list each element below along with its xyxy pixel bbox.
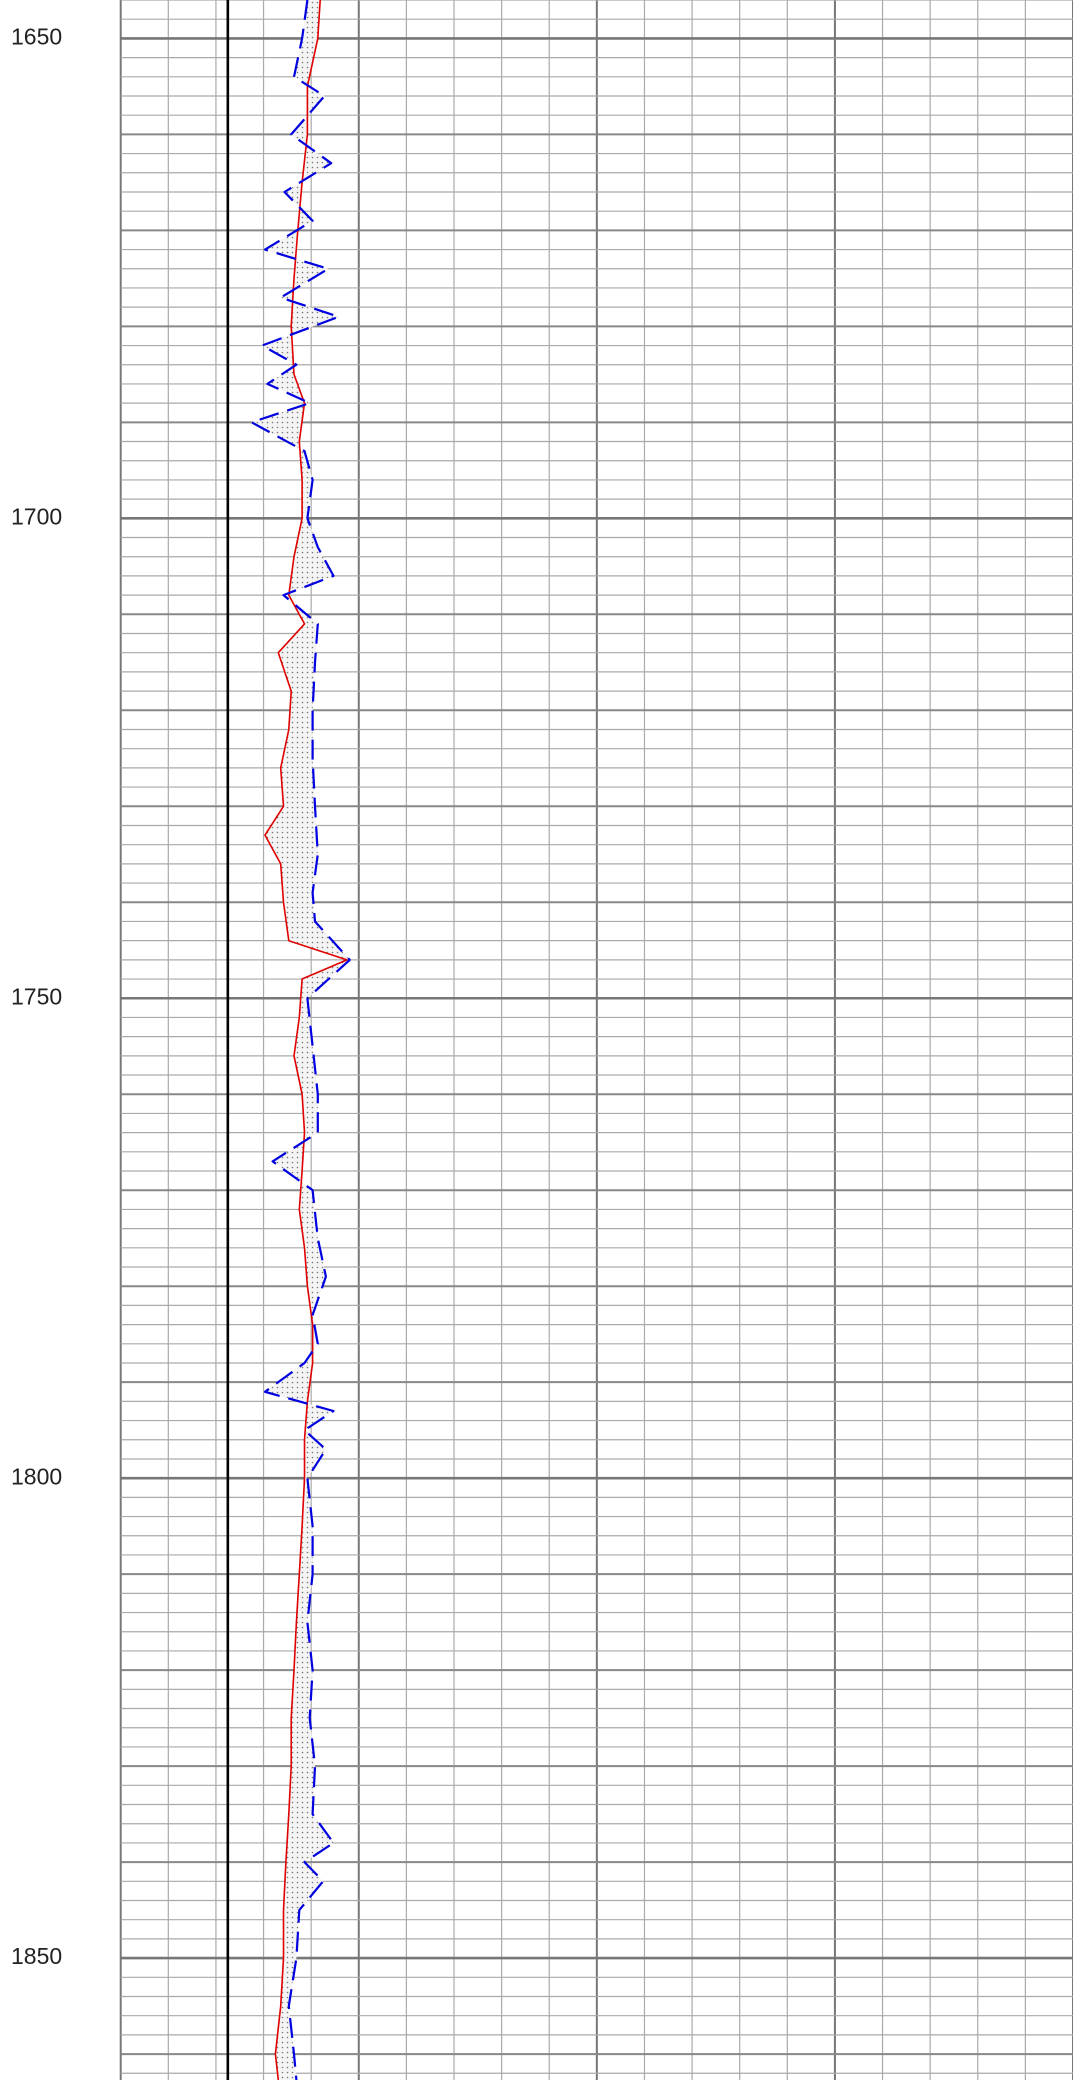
y-tick-label: 1800	[11, 1463, 62, 1489]
y-tick-label: 1650	[11, 23, 62, 49]
y-tick-label: 1750	[11, 983, 62, 1009]
y-tick-label: 1850	[11, 1943, 62, 1969]
log-curve	[264, 0, 348, 2080]
y-tick-label: 1700	[11, 503, 62, 529]
fill-between	[251, 0, 350, 2080]
log-curve	[250, 0, 351, 2080]
